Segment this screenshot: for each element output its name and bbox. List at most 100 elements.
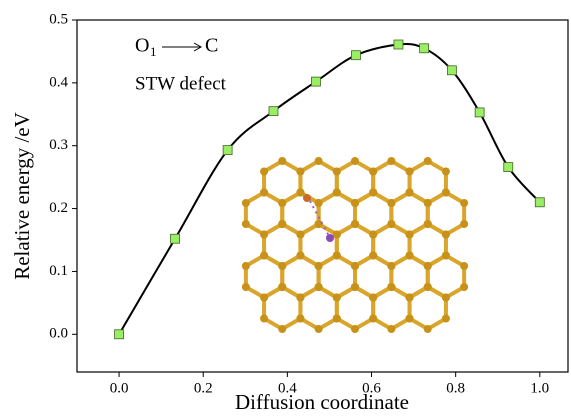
atom [369, 294, 377, 302]
atom [296, 168, 304, 176]
atom [260, 189, 268, 197]
atom [296, 315, 304, 323]
atom [387, 157, 395, 165]
oxygen-atom [303, 194, 311, 202]
atom [315, 283, 323, 291]
atom [424, 325, 432, 333]
atom [406, 315, 414, 323]
x-tick-label: 0.6 [362, 380, 381, 396]
atom [351, 157, 359, 165]
atom [387, 199, 395, 207]
bond-ring [373, 287, 409, 329]
data-point [394, 40, 403, 49]
atom [315, 325, 323, 333]
bond-ring [264, 287, 300, 329]
data-point [420, 44, 429, 53]
atom [242, 283, 250, 291]
atom [369, 189, 377, 197]
atom [333, 168, 341, 176]
structure-inset [242, 157, 468, 333]
y-tick-label: 0.0 [49, 326, 68, 342]
atom [406, 231, 414, 239]
x-tick-label: 0.2 [194, 380, 213, 396]
atom [296, 252, 304, 260]
atom [260, 315, 268, 323]
atom [442, 168, 450, 176]
atom [406, 168, 414, 176]
annotation-species: O [135, 35, 149, 57]
atom [333, 294, 341, 302]
atom [424, 220, 432, 228]
annotation-target: C [205, 35, 218, 57]
atom [460, 220, 468, 228]
atom [260, 231, 268, 239]
data-point [535, 198, 544, 207]
atom [351, 262, 359, 270]
atom [369, 231, 377, 239]
atom [242, 262, 250, 270]
atom [387, 220, 395, 228]
data-point [311, 77, 320, 86]
atom [424, 262, 432, 270]
y-tick-label: 0.2 [49, 200, 68, 216]
x-tick-label: 0.4 [278, 380, 297, 396]
page: O 1 C STW defect Diffusion coordinate Re… [0, 0, 571, 417]
data-point [475, 108, 484, 117]
atom [278, 262, 286, 270]
atom [315, 199, 323, 207]
bond-ring [337, 287, 373, 329]
atom [351, 220, 359, 228]
atom [442, 189, 450, 197]
data-point [269, 107, 278, 116]
atom [406, 252, 414, 260]
atom [315, 157, 323, 165]
data-point [223, 146, 232, 155]
atom [369, 315, 377, 323]
data-point [115, 330, 124, 339]
atom [424, 283, 432, 291]
atom [351, 199, 359, 207]
data-point [447, 66, 456, 75]
atom [442, 231, 450, 239]
atom [333, 189, 341, 197]
atom [242, 199, 250, 207]
atom [260, 294, 268, 302]
atom [351, 283, 359, 291]
bond-ring [410, 287, 446, 329]
y-tick-label: 0.5 [49, 11, 68, 27]
x-tick-label: 1.0 [530, 380, 549, 396]
atom [260, 168, 268, 176]
y-axis-label: Relative energy /eV [10, 112, 34, 280]
atom [278, 325, 286, 333]
y-tick-label: 0.4 [49, 74, 68, 90]
atom [242, 220, 250, 228]
atom [442, 252, 450, 260]
data-point [504, 163, 513, 172]
atom [442, 315, 450, 323]
atom [278, 157, 286, 165]
x-tick-label: 0.8 [446, 380, 465, 396]
atom [278, 283, 286, 291]
atom [424, 199, 432, 207]
atom [278, 220, 286, 228]
atom [387, 262, 395, 270]
atom [442, 294, 450, 302]
atom [424, 157, 432, 165]
atom [333, 252, 341, 260]
atom [460, 262, 468, 270]
atom [296, 231, 304, 239]
target-atom [326, 234, 334, 242]
atom [369, 252, 377, 260]
atom [278, 199, 286, 207]
atom [460, 199, 468, 207]
atom [296, 294, 304, 302]
atom [406, 294, 414, 302]
atom [315, 262, 323, 270]
data-point [351, 51, 360, 60]
y-tick-label: 0.1 [49, 263, 68, 279]
annotation-defect: STW defect [135, 73, 227, 94]
data-point [171, 234, 180, 243]
atom [260, 252, 268, 260]
atom [296, 189, 304, 197]
atom [351, 325, 359, 333]
